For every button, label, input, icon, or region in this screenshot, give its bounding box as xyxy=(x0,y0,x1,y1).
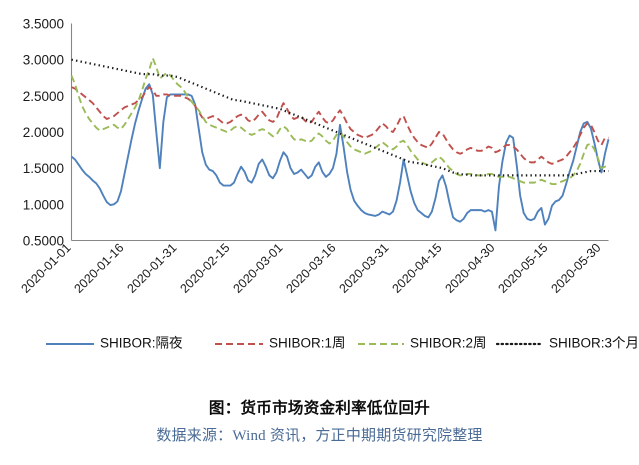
y-axis-tick-label: 1.5000 xyxy=(23,161,64,176)
x-axis-tick-label: 2020-03-16 xyxy=(283,241,338,296)
y-axis-tick-label: 2.5000 xyxy=(23,89,64,104)
x-axis-tick-label: 2020-01-31 xyxy=(124,241,179,296)
y-axis-tick-label: 1.0000 xyxy=(23,197,64,212)
x-axis-tick-label: 2020-03-01 xyxy=(230,241,285,296)
legend-item-label[interactable]: SHIBOR:3个月 xyxy=(549,336,639,351)
y-axis-tick-label: 3.5000 xyxy=(23,17,64,32)
x-axis-tick-label: 2020-03-31 xyxy=(336,241,391,296)
figure-caption-source: 数据来源：Wind 资讯，方正中期期货研究院整理 xyxy=(156,428,483,444)
figure-caption-title: 图：货币市场资金利率低位回升 xyxy=(208,400,431,417)
y-axis-tick-label: 0.5000 xyxy=(23,234,64,249)
y-axis-tick-label: 3.0000 xyxy=(23,53,64,68)
x-axis-tick-label: 2020-05-15 xyxy=(495,241,550,296)
series-line xyxy=(70,83,610,232)
x-axis-tick-label: 2020-02-15 xyxy=(177,241,232,296)
legend-item-label[interactable]: SHIBOR:1周 xyxy=(269,336,346,351)
plot-series-group xyxy=(70,57,610,232)
x-axis-tick-label: 2020-01-01 xyxy=(19,241,74,296)
x-axis-tick-label: 2020-04-15 xyxy=(389,241,444,296)
series-line xyxy=(70,57,609,186)
line-chart: 3.5000 3.0000 2.5000 2.0000 1.5000 1.0000 0.50… xyxy=(19,17,639,351)
chart-legend: SHIBOR:隔夜 SHIBOR:1周 SHIBOR:2周 SHIBOR:3个月 xyxy=(46,336,639,351)
legend-item-label[interactable]: SHIBOR:2周 xyxy=(410,336,487,351)
series-line xyxy=(71,86,609,165)
x-axis-tick-label: 2020-04-30 xyxy=(442,241,497,296)
y-axis-tick-labels: 3.5000 3.0000 2.5000 2.0000 1.5000 1.0000 0.50… xyxy=(23,17,64,249)
x-axis-tick-labels: 2020-01-012020-01-162020-01-312020-02-15… xyxy=(19,241,604,296)
series-line xyxy=(71,58,609,177)
x-axis-tick-label: 2020-05-30 xyxy=(548,241,603,296)
legend-item-label[interactable]: SHIBOR:隔夜 xyxy=(100,336,183,351)
y-axis-tick-label: 2.0000 xyxy=(23,125,64,140)
x-axis-tick-label: 2020-01-16 xyxy=(71,241,126,296)
